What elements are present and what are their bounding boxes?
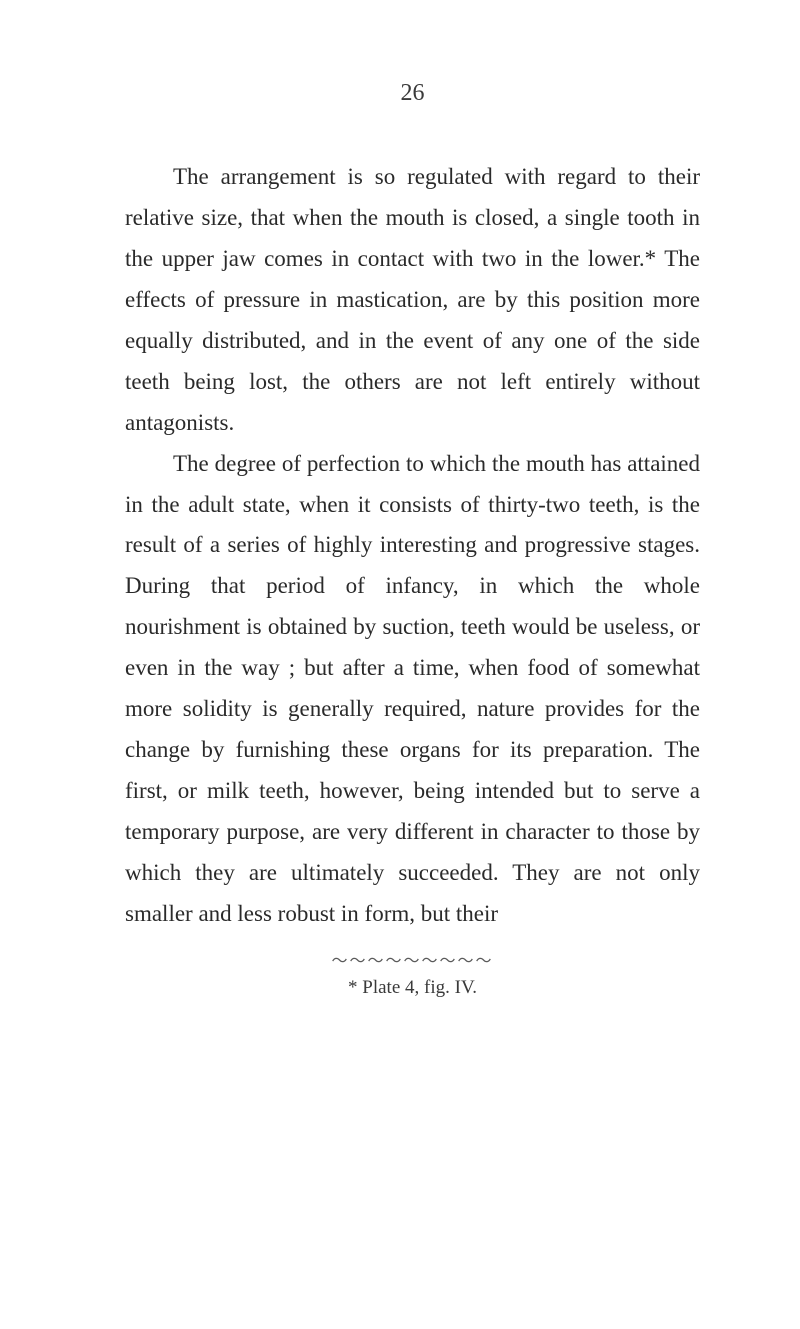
document-page: 26 The arrangement is so regulated with … bbox=[0, 0, 800, 1059]
paragraph-2: The degree of perfection to which the mo… bbox=[125, 444, 700, 935]
body-text: The arrangement is so regulated with reg… bbox=[125, 157, 700, 935]
footnote: * Plate 4, fig. IV. bbox=[125, 977, 700, 999]
divider: ～～～～～～～～～ bbox=[125, 947, 700, 971]
paragraph-1: The arrangement is so regulated with reg… bbox=[125, 157, 700, 444]
page-number: 26 bbox=[125, 80, 700, 107]
